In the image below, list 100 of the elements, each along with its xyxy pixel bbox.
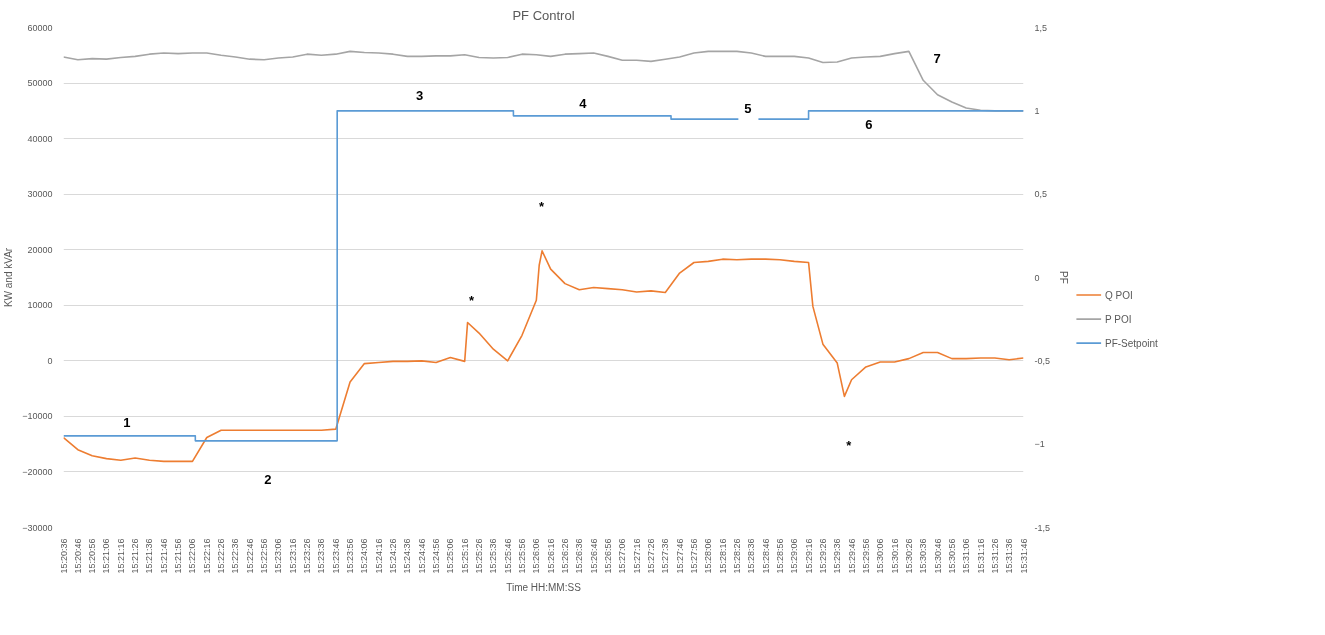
x-tick-label: 15:29:16 <box>803 538 814 574</box>
x-tick-label: 15:21:56 <box>173 538 184 574</box>
x-tick-label: 15:22:06 <box>187 538 198 574</box>
y2-tick-label: -1,5 <box>1034 522 1051 533</box>
x-tick-label: 15:27:06 <box>617 538 628 574</box>
chart-title: PF Control <box>512 7 575 23</box>
y2-tick-label: 1 <box>1034 105 1040 116</box>
x-tick-label: 15:22:56 <box>259 538 270 574</box>
x-tick-label: 15:24:36 <box>402 538 413 574</box>
y2-tick-label: −1 <box>1034 439 1045 450</box>
x-tick-label: 15:23:56 <box>345 538 356 574</box>
x-tick-label: 15:26:06 <box>531 538 542 574</box>
x-tick-label: 15:27:16 <box>631 538 642 574</box>
x-tick-label: 15:26:46 <box>588 538 599 574</box>
x-tick-label: 15:31:26 <box>989 538 1000 574</box>
x-tick-label: 15:31:06 <box>961 538 972 574</box>
x-tick-label: 15:22:16 <box>201 538 212 574</box>
x-tick-label: 15:28:26 <box>731 538 742 574</box>
y-tick-label: 10000 <box>27 300 53 311</box>
x-tick-label: 15:23:06 <box>273 538 284 574</box>
x-tick-label: 15:22:46 <box>244 538 255 574</box>
y-tick-label: −20000 <box>22 466 53 477</box>
x-tick-label: 15:31:36 <box>1004 538 1015 574</box>
y-axis-title: KW and kVAr <box>3 247 15 308</box>
annotation: 3 <box>416 88 424 103</box>
x-tick-label: 15:30:56 <box>946 538 957 574</box>
x-tick-label: 15:25:36 <box>488 538 499 574</box>
y-tick-label: 60000 <box>27 22 53 33</box>
x-tick-label: 15:31:16 <box>975 538 986 574</box>
y2-axis-title: PF <box>1058 271 1070 284</box>
y-tick-label: 20000 <box>27 244 53 255</box>
y2-tick-label: 1,5 <box>1034 22 1048 33</box>
x-tick-label: 15:26:26 <box>560 538 570 574</box>
x-tick-label: 15:21:26 <box>130 538 141 574</box>
x-tick-label: 15:22:26 <box>216 538 227 574</box>
x-tick-label: 15:23:26 <box>302 538 313 574</box>
x-tick-label: 15:28:06 <box>703 538 714 574</box>
annotation: 4 <box>579 95 588 111</box>
x-tick-label: 15:28:46 <box>760 538 771 574</box>
annotation: * <box>846 438 853 453</box>
x-tick-label: 15:24:56 <box>431 538 442 574</box>
y-tick-label: 50000 <box>27 78 53 89</box>
x-tick-label: 15:25:46 <box>502 538 513 574</box>
x-tick-label: 15:28:36 <box>746 538 757 574</box>
y-tick-label: 0 <box>47 355 53 366</box>
x-tick-label: 15:20:46 <box>72 538 83 574</box>
y2-tick-label: 0 <box>1034 272 1040 283</box>
x-tick-label: 15:24:46 <box>416 538 427 574</box>
x-tick-label: 15:21:06 <box>101 538 112 574</box>
x-tick-label: 15:28:16 <box>717 538 728 574</box>
x-tick-label: 15:29:26 <box>817 538 828 574</box>
x-tick-label: 15:30:46 <box>932 538 943 574</box>
x-axis-title: Time HH:MM:SS <box>506 581 582 593</box>
x-tick-label: 15:28:56 <box>774 538 785 574</box>
x-tick-label: 15:20:36 <box>58 538 69 574</box>
x-tick-label: 15:27:26 <box>645 538 656 574</box>
x-tick-label: 15:24:06 <box>359 538 370 574</box>
x-tick-label: 15:27:46 <box>674 538 685 574</box>
x-tick-label: 15:21:16 <box>115 538 126 574</box>
x-tick-label: 15:21:46 <box>158 538 169 574</box>
annotation: 1 <box>123 415 131 430</box>
x-tick-label: 15:26:36 <box>574 538 585 574</box>
x-tick-label: 15:20:56 <box>87 538 98 574</box>
x-tick-label: 15:25:26 <box>474 538 485 574</box>
annotation: * <box>468 292 475 308</box>
legend-label: Q POI <box>1105 289 1133 301</box>
y2-tick-label: -0,5 <box>1034 355 1051 366</box>
x-tick-label: 15:26:16 <box>545 538 556 574</box>
annotation: 2 <box>264 471 272 487</box>
annotation: 5 <box>744 101 752 116</box>
x-tick-label: 15:29:36 <box>832 538 843 574</box>
y-tick-label: 40000 <box>27 133 53 144</box>
x-tick-label: 15:30:16 <box>889 538 900 574</box>
x-tick-label: 15:30:26 <box>903 538 914 574</box>
legend-label: PF-Setpoint <box>1105 337 1159 349</box>
x-tick-label: 15:30:36 <box>918 538 929 574</box>
x-tick-label: 15:25:16 <box>459 538 470 574</box>
x-tick-label: 15:22:36 <box>230 538 241 574</box>
y-tick-label: 30000 <box>27 189 53 200</box>
legend-label: P POI <box>1105 313 1132 325</box>
x-tick-label: 15:23:16 <box>287 538 298 574</box>
x-tick-label: 15:25:56 <box>517 538 528 574</box>
y2-tick-label: 0,5 <box>1034 189 1048 200</box>
x-tick-label: 15:23:46 <box>330 538 341 574</box>
x-tick-label: 15:29:06 <box>789 538 800 574</box>
line-series <box>63 250 1024 463</box>
x-tick-label: 15:30:06 <box>875 538 886 574</box>
x-tick-label: 15:27:36 <box>660 538 671 574</box>
annotation: 6 <box>865 117 873 132</box>
x-tick-label: 15:31:46 <box>1018 538 1029 574</box>
y-tick-label: −10000 <box>22 411 53 422</box>
x-tick-label: 15:23:36 <box>316 538 327 574</box>
x-tick-label: 15:29:56 <box>860 538 871 574</box>
x-tick-label: 15:29:46 <box>846 538 857 574</box>
annotation: * <box>539 199 546 214</box>
x-tick-label: 15:21:36 <box>144 538 155 574</box>
x-tick-label: 15:26:56 <box>602 538 613 574</box>
annotation: 7 <box>933 51 941 66</box>
x-tick-label: 15:25:06 <box>445 538 456 574</box>
x-tick-label: 15:27:56 <box>688 538 699 574</box>
